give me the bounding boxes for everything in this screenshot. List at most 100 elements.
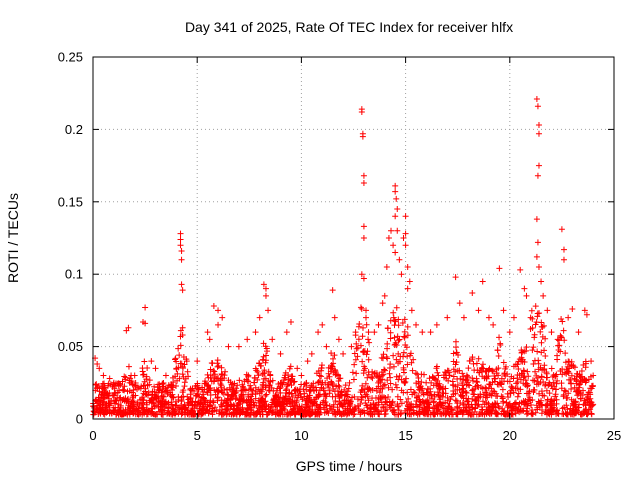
data-point [144, 392, 151, 399]
data-point [554, 336, 561, 343]
data-point [473, 411, 480, 418]
data-point [228, 403, 235, 410]
data-point [550, 379, 557, 386]
data-point [413, 321, 420, 328]
data-point [427, 388, 434, 395]
data-point [552, 391, 559, 398]
data-point [218, 409, 225, 416]
data-point [352, 356, 359, 363]
data-point [589, 383, 596, 390]
data-point [390, 407, 397, 414]
data-point [286, 391, 293, 398]
y-axis-label: ROTI / TECUs [5, 193, 21, 283]
data-point [532, 303, 539, 310]
data-point [460, 314, 467, 321]
data-point [228, 395, 235, 402]
data-point [376, 389, 383, 396]
data-point [382, 398, 389, 405]
data-point [514, 361, 521, 368]
data-point [471, 367, 478, 374]
data-point [345, 385, 352, 392]
data-point [504, 409, 511, 416]
data-point [568, 362, 575, 369]
data-point [459, 370, 466, 377]
data-point [407, 350, 414, 357]
data-point [414, 395, 421, 402]
data-point [458, 393, 465, 400]
data-point [493, 411, 500, 418]
data-point [469, 386, 476, 393]
data-point [538, 397, 545, 404]
data-point [587, 373, 594, 380]
data-point [234, 405, 241, 412]
data-point [252, 329, 259, 336]
data-point [534, 406, 541, 413]
data-point [360, 235, 367, 241]
data-point [385, 235, 392, 241]
data-point [106, 400, 113, 407]
data-point [289, 393, 296, 400]
data-point [505, 393, 512, 400]
data-point [393, 304, 400, 311]
data-point [465, 365, 472, 372]
data-point [524, 402, 531, 409]
data-point [179, 365, 186, 372]
data-point [383, 263, 390, 270]
data-point [93, 404, 100, 411]
data-point [535, 263, 542, 270]
data-point [325, 384, 332, 391]
data-point [534, 239, 541, 246]
data-point [568, 372, 575, 379]
data-point [360, 172, 367, 179]
data-point [375, 321, 382, 328]
data-point [545, 382, 552, 389]
data-point [408, 307, 415, 314]
data-point [534, 348, 541, 355]
data-point [414, 411, 421, 418]
data-point [214, 363, 221, 370]
data-point [358, 109, 365, 116]
data-point [368, 411, 375, 418]
data-point [117, 394, 124, 401]
data-point [218, 364, 225, 371]
data-point [529, 406, 536, 413]
data-point [325, 370, 332, 377]
data-point [207, 399, 214, 406]
data-point [296, 406, 303, 413]
data-point [362, 380, 369, 387]
data-point [204, 389, 211, 396]
data-point [460, 388, 467, 395]
data-point [358, 397, 365, 404]
data-point [450, 411, 457, 418]
data-point [96, 365, 103, 372]
data-point [568, 380, 575, 387]
data-point [409, 367, 416, 374]
data-point [486, 381, 493, 388]
data-point [223, 399, 230, 406]
data-point [224, 406, 231, 413]
data-point [225, 377, 232, 384]
data-point [220, 400, 227, 407]
data-point [94, 360, 101, 367]
data-point [261, 367, 268, 374]
data-point [240, 391, 247, 398]
data-point [389, 398, 396, 405]
data-point [298, 394, 305, 401]
data-point [365, 356, 372, 363]
data-point [359, 382, 366, 389]
data-point [243, 411, 250, 418]
data-point [142, 320, 149, 327]
data-point [365, 329, 372, 336]
data-point [326, 387, 333, 394]
data-point [143, 376, 150, 383]
data-point [557, 348, 564, 355]
data-point [386, 365, 393, 372]
data-point [204, 381, 211, 388]
data-point [549, 385, 556, 392]
data-point [344, 391, 351, 398]
data-point [239, 408, 246, 415]
data-point [319, 399, 326, 406]
data-point [534, 172, 541, 179]
y-tick-label: 0.15 [58, 194, 83, 209]
data-point [144, 364, 151, 371]
